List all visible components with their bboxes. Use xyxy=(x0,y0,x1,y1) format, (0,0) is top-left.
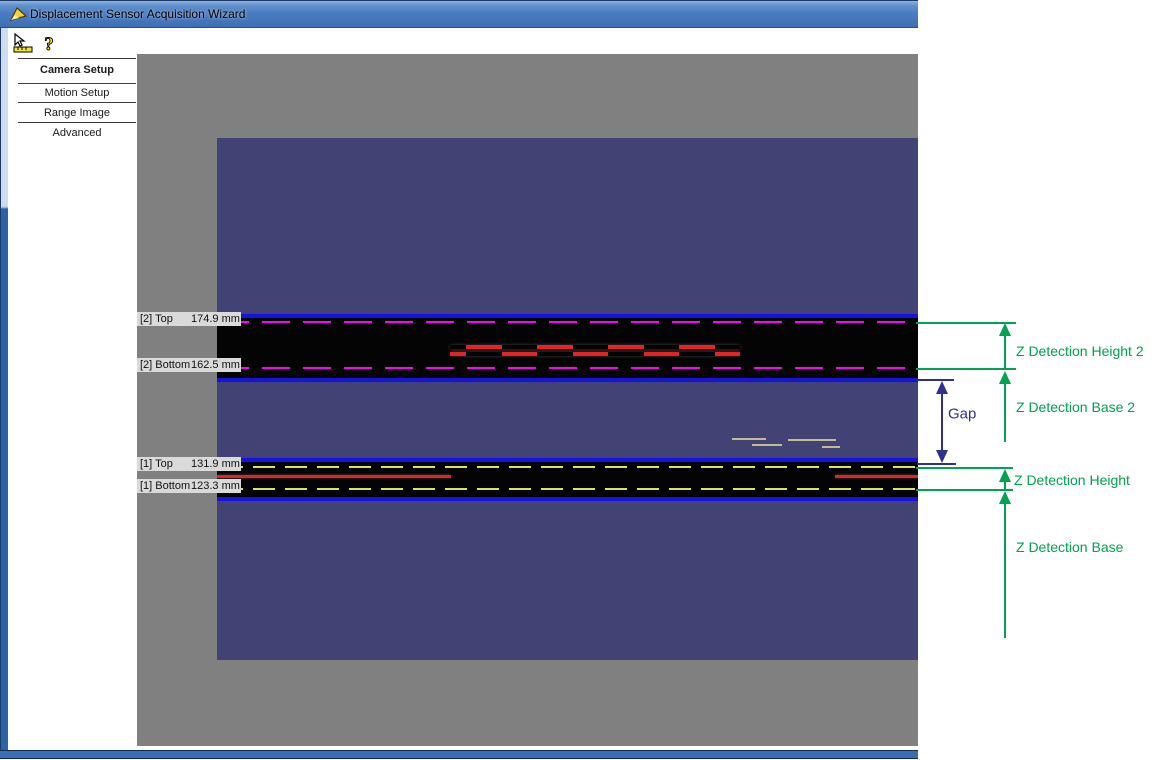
sidebar-item-advanced[interactable]: Advanced xyxy=(18,126,136,142)
step-label: Motion Setup xyxy=(44,87,110,99)
laser-profile-upper-segments xyxy=(450,345,740,349)
help-button[interactable]: ? xyxy=(40,33,58,60)
z-height2-bottom-ref-line xyxy=(916,368,1016,370)
laser-profile-line-left xyxy=(217,475,451,478)
band2-bottom-limit-line xyxy=(217,378,918,382)
up-arrowhead-icon xyxy=(999,371,1011,384)
z-height-top-ref-line xyxy=(916,467,1013,469)
up-arrowhead-icon xyxy=(999,323,1011,336)
stray-reflection xyxy=(788,439,836,441)
camera-viewport: [2] Top 174.9 mm [2] Bottom 162.5 mm [1]… xyxy=(137,54,918,746)
down-arrowhead-icon xyxy=(936,450,948,463)
band2-bottom-threshold-dashed-line xyxy=(221,367,918,369)
help-icon: ? xyxy=(44,34,54,56)
window-left-border xyxy=(0,28,8,750)
stray-reflection xyxy=(752,444,782,446)
sidebar-item-camera-setup[interactable]: Camera Setup xyxy=(18,60,136,82)
z-height2-top-ref-line xyxy=(916,322,1016,324)
step-label: Advanced xyxy=(52,127,102,139)
app-icon[interactable] xyxy=(9,6,29,23)
measurement-label-1-bottom: [1] Bottom 123.3 mm xyxy=(137,479,241,493)
annotation-z-detection-height-2: Z Detection Height 2 xyxy=(1016,343,1144,359)
band1-bottom-threshold-dashed-line xyxy=(221,488,918,490)
measurement-value: 174.9 mm xyxy=(191,313,240,325)
step-separator xyxy=(18,58,136,59)
measure-tool-button[interactable] xyxy=(12,32,36,58)
stray-reflection xyxy=(732,438,766,440)
annotation-gap: Gap xyxy=(948,405,977,423)
band2-top-limit-line xyxy=(217,314,918,318)
toolbar: ? xyxy=(8,29,138,55)
measurement-name: [2] Top xyxy=(140,313,173,325)
measurement-label-2-top: [2] Top 174.9 mm xyxy=(137,312,241,326)
z-height2-arrow-line xyxy=(1004,332,1006,368)
stray-reflection xyxy=(822,446,840,448)
up-arrowhead-icon xyxy=(999,469,1011,482)
window-title: Displacement Sensor Acquisition Wizard xyxy=(30,7,246,21)
band1-top-threshold-dashed-line xyxy=(221,466,918,468)
measurement-value: 123.3 mm xyxy=(191,480,240,492)
gap-top-ref-line xyxy=(917,379,954,381)
measurement-name: [1] Top xyxy=(140,458,173,470)
window-titlebar[interactable]: Displacement Sensor Acquisition Wizard xyxy=(0,0,918,28)
step-separator xyxy=(18,83,136,84)
laser-profile-lower-segments xyxy=(450,352,740,356)
measure-tool-icon xyxy=(13,32,33,53)
z-height-arrow-line xyxy=(1004,478,1006,489)
annotation-z-detection-base-2: Z Detection Base 2 xyxy=(1016,399,1136,415)
measurement-label-1-top: [1] Top 131.9 mm xyxy=(137,457,241,471)
step-label: Range Image xyxy=(43,107,111,119)
measurement-value: 131.9 mm xyxy=(191,458,240,470)
z-base2-arrow-line xyxy=(1004,382,1006,442)
gap-bottom-ref-line xyxy=(917,463,956,465)
measurement-name: [2] Bottom xyxy=(140,359,191,371)
window-bottom-border xyxy=(0,750,918,759)
measurement-name: [1] Bottom xyxy=(140,480,191,492)
measurement-label-2-bottom: [2] Bottom 162.5 mm xyxy=(137,358,241,372)
gap-arrow-line xyxy=(941,390,943,454)
band2-top-threshold-dashed-line xyxy=(221,321,918,323)
band1-top-limit-line xyxy=(217,458,918,462)
up-arrowhead-icon xyxy=(936,381,948,394)
annotation-z-detection-base: Z Detection Base xyxy=(1016,539,1124,555)
step-separator xyxy=(18,102,136,103)
annotation-z-detection-height: Z Detection Height xyxy=(1014,472,1130,488)
svg-text:?: ? xyxy=(44,34,54,55)
sidebar-item-motion-setup[interactable]: Motion Setup xyxy=(18,86,136,102)
up-arrowhead-icon xyxy=(999,491,1011,504)
wizard-window: Displacement Sensor Acquisition Wizard ? xyxy=(0,0,918,760)
z-base-arrow-line xyxy=(1004,502,1006,638)
laser-profile-line-right xyxy=(835,475,918,478)
step-separator xyxy=(18,122,136,123)
step-label: Camera Setup xyxy=(40,64,114,76)
measurement-value: 162.5 mm xyxy=(191,359,240,371)
sidebar-item-range-image[interactable]: Range Image xyxy=(18,106,136,122)
camera-range-image[interactable] xyxy=(217,138,918,660)
band1-bottom-limit-line xyxy=(217,497,918,501)
z-height-bottom-ref-line xyxy=(916,489,1013,491)
